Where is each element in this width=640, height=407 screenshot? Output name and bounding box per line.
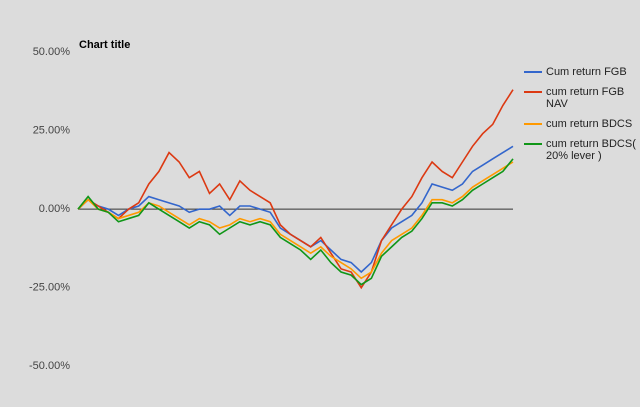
y-tick-label: 25.00%: [33, 124, 71, 136]
legend-label: cum return FGB NAV: [546, 86, 625, 110]
series-line: [77, 89, 514, 290]
chart-title: Chart title: [79, 39, 130, 51]
legend-label: Cum return FGB: [546, 66, 627, 78]
legend-label: cum return BDCS: [546, 118, 633, 130]
y-tick-label: -50.00%: [29, 360, 70, 372]
legend-swatch: [524, 123, 542, 125]
legend-item: cum return FGB NAV: [524, 86, 636, 110]
y-tick-label: 0.00%: [39, 203, 70, 215]
legend-swatch: [524, 143, 542, 145]
y-tick-label: 50.00%: [33, 46, 71, 58]
legend-label: cum return BDCS( 20% lever ): [546, 138, 636, 162]
legend-swatch: [524, 91, 542, 93]
y-tick-label: -25.00%: [29, 282, 70, 294]
legend: Cum return FGB cum return FGB NAV cum retu…: [524, 66, 636, 170]
series-line: [77, 158, 514, 286]
legend-swatch: [524, 71, 542, 73]
legend-item: cum return BDCS: [524, 118, 636, 130]
series-line: [77, 161, 514, 280]
legend-item: cum return BDCS( 20% lever ): [524, 138, 636, 162]
legend-item: Cum return FGB: [524, 66, 636, 78]
